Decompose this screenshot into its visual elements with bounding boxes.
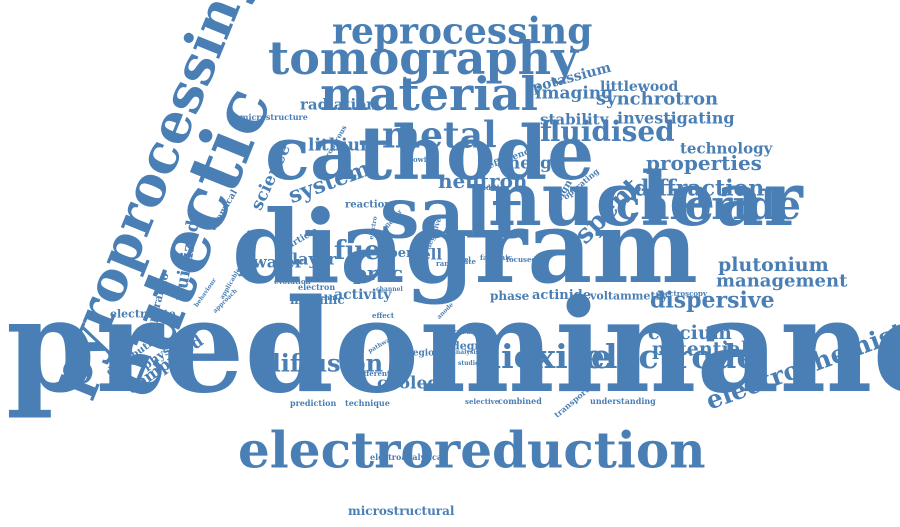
cloud-word-plutonium: plutonium xyxy=(718,253,829,276)
cloud-word-actinide: actinide xyxy=(532,287,592,303)
cloud-word-degree: degree xyxy=(452,339,495,353)
cloud-word-understanding: understanding xyxy=(590,396,656,407)
cloud-word-calcium: calcium xyxy=(648,321,732,344)
cloud-word-dioxide: dioxide xyxy=(478,336,612,376)
cloud-word-metallic: metallic xyxy=(290,292,345,307)
cloud-word-region: region xyxy=(408,348,441,359)
cloud-word-phase: phase xyxy=(490,288,530,303)
cloud-word-faradaic: faradaic xyxy=(480,253,513,263)
cloud-word-radiation: radiation xyxy=(300,95,378,114)
cloud-word-nuclear: nuclear xyxy=(488,157,803,244)
cloud-word-management: management xyxy=(716,270,848,292)
cloud-word-increase: increase xyxy=(446,327,480,337)
cloud-word-different: different xyxy=(356,369,391,379)
cloud-word-diffusion: diffusion xyxy=(264,348,384,378)
cloud-word-fuel: fuel xyxy=(334,235,391,266)
cloud-word-metal: metal xyxy=(382,114,497,157)
cloud-word-reprocessing: reprocessing xyxy=(332,10,593,53)
cloud-word-voltammetry: voltammetry xyxy=(590,289,668,303)
cloud-word-technique: technique xyxy=(345,398,390,409)
cloud-word-imaging: imaging xyxy=(535,83,614,104)
cloud-word-electroanalytical: electroanalytical xyxy=(370,452,446,463)
cloud-word-electron: electron xyxy=(298,282,336,293)
cloud-word-diffraction: diffraction xyxy=(634,175,765,202)
cloud-word-cathode: cathode xyxy=(265,111,595,198)
cloud-word-investigating: investigating xyxy=(617,108,735,128)
cloud-word-beam: beam xyxy=(316,293,338,303)
cloud-word-condition: condition xyxy=(472,183,510,193)
cloud-word-rate: rate xyxy=(460,257,476,267)
cloud-word-range: range xyxy=(436,259,459,269)
cloud-word-chloride: chloride xyxy=(616,182,801,229)
cloud-word-focused: focused xyxy=(506,255,537,265)
cloud-word-microstructure: microstructure xyxy=(240,112,308,123)
cloud-word-proc: proc xyxy=(353,261,404,285)
cloud-word-synchrotron: synchrotron xyxy=(596,88,719,110)
cloud-word-fluidised: fluidised xyxy=(540,115,675,149)
cloud-word-layer: layer xyxy=(292,249,337,269)
cloud-word-dispersive: dispersive xyxy=(650,287,775,314)
cloud-word-tomography: tomography xyxy=(268,30,578,85)
cloud-word-open: open xyxy=(380,245,416,261)
cloud-word-neutron: neutron xyxy=(438,169,528,193)
cloud-word-spectroscopy: spectroscopy xyxy=(656,289,707,299)
cloud-word-microstructural: microstructural xyxy=(348,503,455,518)
cloud-word-effect: effect xyxy=(372,311,395,321)
cloud-word-energy: energy xyxy=(497,153,562,174)
cloud-word-predominance: predominance xyxy=(6,272,900,423)
cloud-word-studies: studies xyxy=(458,359,483,367)
cloud-word-activity: activity xyxy=(334,287,392,304)
cloud-word-electroreduction: electroreduction xyxy=(238,420,706,480)
cloud-word-evolution: evolution xyxy=(274,277,311,287)
cloud-word-cooled: cooled xyxy=(377,373,440,394)
cloud-word-cell: cell xyxy=(412,245,443,264)
cloud-word-properties: properties xyxy=(646,151,762,175)
cloud-word-technology: technology xyxy=(680,139,773,158)
cloud-word-material: material xyxy=(320,66,538,121)
cloud-word-water: water xyxy=(253,252,304,272)
cloud-word-following: following xyxy=(400,155,437,165)
cloud-word-lithium: lithium xyxy=(308,135,378,156)
cloud-word-stability: stability xyxy=(540,110,609,129)
cloud-word-novel: novel xyxy=(450,255,471,265)
cloud-word-selective: selective xyxy=(465,397,500,407)
cloud-word-electrolyte: electrolyte xyxy=(110,307,176,321)
cloud-word-electrode: electrode xyxy=(584,336,758,376)
cloud-word-littlewood: littlewood xyxy=(600,79,679,96)
cloud-word-salt: salt xyxy=(380,171,524,255)
cloud-word-prediction: prediction xyxy=(290,398,337,409)
cloud-word-reaction: reaction xyxy=(345,199,392,211)
cloud-word-combined: combined xyxy=(498,396,542,407)
cloud-word-diagram: diagram xyxy=(232,188,698,306)
cloud-word-channel: channel xyxy=(376,285,403,293)
cloud-word-analysis: analysis xyxy=(452,348,479,356)
cloud-word-potential: potential xyxy=(652,337,749,360)
